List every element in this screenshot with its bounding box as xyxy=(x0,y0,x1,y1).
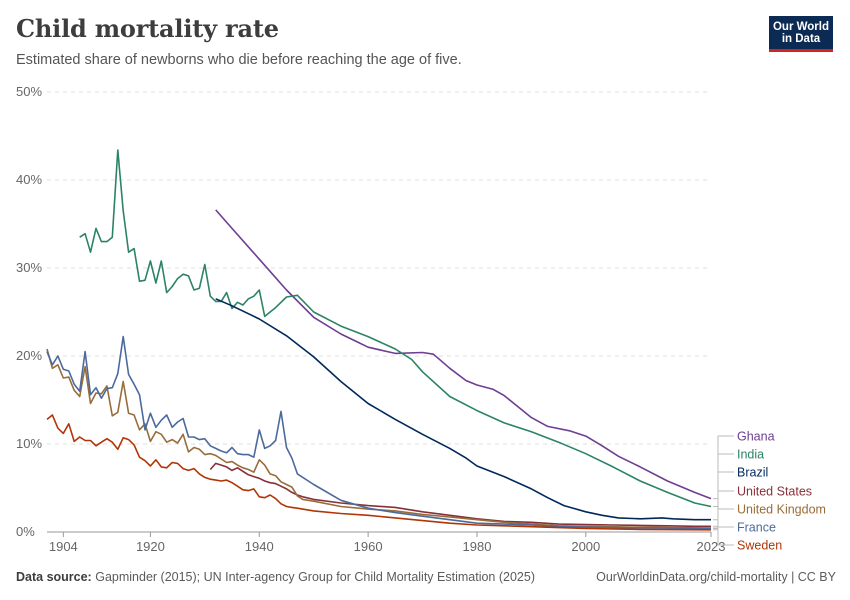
chart-title: Child mortality rate xyxy=(16,14,279,43)
legend-label-france: France xyxy=(737,521,776,535)
y-tick-label: 30% xyxy=(16,260,42,275)
x-tick-label: 1960 xyxy=(354,539,383,554)
x-tick-label: 1920 xyxy=(136,539,165,554)
legend-label-united-kingdom: United Kingdom xyxy=(737,503,826,517)
source-text: Gapminder (2015); UN Inter-agency Group … xyxy=(95,570,535,584)
legend-connector xyxy=(713,526,734,529)
legend-label-united-states: United States xyxy=(737,485,812,499)
series-line-sweden xyxy=(46,414,712,531)
series-line-india xyxy=(79,149,712,508)
legend-connector xyxy=(713,529,734,546)
x-tick-label: 1980 xyxy=(463,539,492,554)
logo-line-2: in Data xyxy=(781,33,821,45)
y-tick-label: 0% xyxy=(16,524,35,539)
source-url[interactable]: OurWorldinData.org/child-mortality | CC … xyxy=(596,570,836,584)
logo-line-1: Our World xyxy=(772,21,829,33)
owid-logo[interactable]: Our World in Data xyxy=(769,16,833,52)
y-tick-label: 10% xyxy=(16,436,42,451)
series-line-ghana xyxy=(215,209,712,500)
legend-connector xyxy=(713,435,734,500)
legend-connector xyxy=(713,508,734,529)
legend-label-india: India xyxy=(737,448,764,462)
y-tick-label: 40% xyxy=(16,172,42,187)
x-tick-label: 1940 xyxy=(245,539,274,554)
source-label: Data source: xyxy=(16,570,92,584)
y-tick-label: 20% xyxy=(16,348,42,363)
series-line-united-states xyxy=(209,462,711,528)
x-tick-label: 2000 xyxy=(571,539,600,554)
series-line-brazil xyxy=(215,298,711,521)
y-tick-label: 50% xyxy=(16,84,42,99)
data-source: Data source: Gapminder (2015); UN Inter-… xyxy=(16,570,535,584)
x-tick-label: 2023 xyxy=(697,539,726,554)
legend-label-sweden: Sweden xyxy=(737,539,782,553)
x-tick-label: 1904 xyxy=(49,539,78,554)
series-line-united-kingdom xyxy=(46,348,712,529)
legend-connector xyxy=(713,471,734,521)
legend-label-ghana: Ghana xyxy=(737,430,775,444)
chart-subtitle: Estimated share of newborns who die befo… xyxy=(16,52,462,68)
series-line-france xyxy=(46,335,712,530)
legend-label-brazil: Brazil xyxy=(737,466,768,480)
